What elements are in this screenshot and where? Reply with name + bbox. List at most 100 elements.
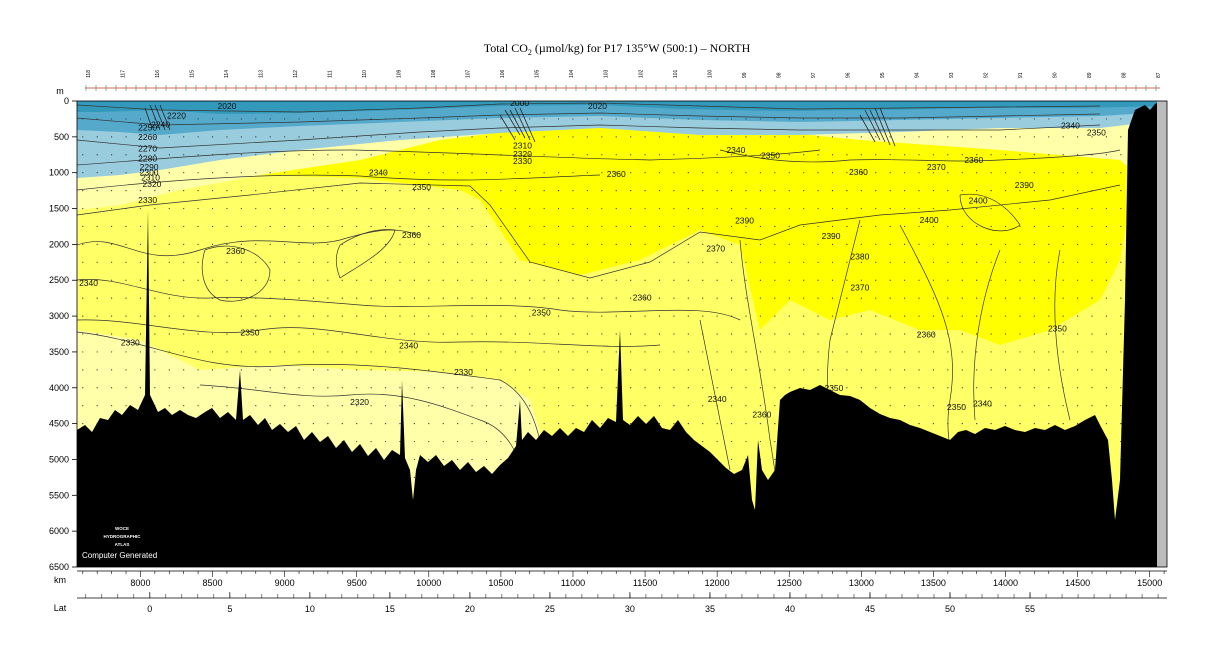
sample-dot [500,118,502,120]
sample-dot [111,243,113,245]
sample-dot [111,154,113,156]
station-number: 93 [949,72,955,78]
depth-tick-label: 4000 [49,383,69,393]
sample-dot [557,243,560,245]
sample-dot [947,118,949,120]
sample-dot [730,261,733,263]
sample-dot [312,118,315,120]
sample-dot [702,315,704,317]
sample-dot [125,225,127,228]
sample-dot [442,351,444,353]
sample-dot [1033,405,1035,407]
sample-dot [471,225,473,228]
sample-dot [442,333,444,335]
sample-dot [514,225,516,228]
sample-dot [154,261,156,263]
sample-dot [399,405,401,407]
sample-dot [716,225,718,228]
sample-dot [197,387,199,389]
sample-dot [370,387,372,389]
sample-dot [298,333,300,335]
sample-dot [442,315,444,317]
sample-dot [341,297,343,299]
sample-dot [716,333,718,335]
sample-dot [961,118,963,120]
sample-dot [615,333,617,335]
sample-dot [96,279,98,281]
sample-dot [1062,297,1064,299]
sample-dot [803,154,805,156]
sample-dot [500,297,502,299]
sample-dot [860,333,862,335]
sample-dot [1105,172,1108,174]
sample-dot [788,136,790,138]
sample-dot [615,207,617,210]
sample-dot [529,136,531,138]
sample-dot [831,207,834,210]
sample-dot [990,387,992,389]
sample-dot [615,225,617,228]
sample-dot [183,190,185,192]
sample-dot [413,440,415,443]
sample-dot [875,351,877,353]
sample-dot [211,297,214,299]
sample-dot [1120,243,1122,245]
sample-dot [1105,136,1108,138]
sample-dot [255,172,257,174]
sample-dot [903,261,906,263]
contour-label: 2240 [151,120,170,130]
sample-dot [269,190,271,192]
sample-dot [298,387,300,389]
sample-dot [399,136,401,138]
sample-dot [687,207,689,210]
sample-dot [932,333,935,335]
sample-dot [1048,225,1050,228]
sample-dot [1091,190,1093,192]
sample-dot [601,243,603,245]
sample-dot [413,154,415,156]
sample-dot [1105,190,1108,192]
sample-dot [500,279,502,281]
sample-dot [557,118,560,120]
sample-dot [586,207,588,210]
sample-dot [197,172,199,174]
plot-area: 2020 2000 2020 2220224022502260227022802290… [77,101,1167,567]
sample-dot [846,315,848,317]
sample-dot [125,315,127,317]
sample-dot [211,279,214,281]
sample-dot [572,118,574,120]
sample-dot [572,225,574,228]
sample-dot [312,369,315,371]
sample-dot [889,225,891,228]
sample-dot [658,369,661,371]
sample-dot [384,243,387,245]
sample-dot [990,405,992,407]
sample-dot [658,351,661,353]
sample-dot [442,243,444,245]
sample-dot [918,190,920,192]
sample-dot [1048,297,1050,299]
sample-dot [543,351,545,353]
lat-axis-label: Lat [54,603,67,613]
sample-dot [615,297,617,299]
sample-dot [471,440,473,443]
sample-dot [557,207,560,210]
sample-dot [183,369,185,371]
sample-dot [803,369,805,371]
sample-dot [1048,405,1050,407]
sample-dot [730,405,733,407]
sample-dot [586,315,588,317]
sample-dot [745,190,747,192]
sample-dot [341,225,343,228]
sample-dot [947,154,949,156]
lat-tick-label: 45 [865,604,875,614]
contour-label: 2330 [513,156,532,166]
sample-dot [1077,261,1079,263]
contour-label: 2260 [138,132,157,142]
sample-dot [1105,154,1108,156]
sample-dot [990,243,992,245]
sample-dot [673,118,675,120]
sample-dot [399,154,401,156]
km-tick-label: 9000 [275,578,295,588]
sample-dot [759,154,762,156]
